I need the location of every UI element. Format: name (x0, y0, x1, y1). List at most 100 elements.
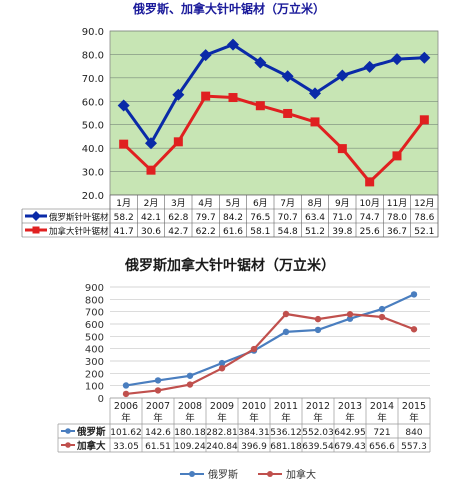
chart2-point (410, 326, 418, 333)
chart1-point (283, 108, 293, 118)
chart1-data-label: 78.6 (414, 213, 434, 223)
chart2-data-label: 33.05 (113, 442, 139, 452)
chart2-legend-label: 俄罗斯 (208, 468, 238, 481)
chart1-point (201, 91, 211, 101)
chart2-data-label: 101.62 (110, 428, 142, 438)
chart2-point (250, 345, 258, 353)
chart1-data-label: 42.7 (168, 227, 188, 237)
chart1-data-label: 61.6 (223, 227, 243, 237)
chart1-x-tick-label: 8月 (308, 198, 323, 209)
chart2-data-label: 639.54 (302, 442, 334, 452)
chart2-y-tick-label: 700 (85, 308, 104, 319)
chart2-series-line-1 (125, 293, 415, 387)
chart2-x-tick-unit: 年 (409, 412, 419, 424)
chart2-table-key-marker (65, 428, 71, 434)
chart1-legend-label: 加拿大针叶锯材 (49, 226, 109, 237)
chart1-data-label: 84.2 (223, 213, 243, 223)
chart2-x-tick-unit: 年 (153, 412, 163, 424)
chart1-data-label: 71.0 (332, 213, 352, 223)
chart2-point (122, 390, 130, 398)
chart1-title: 俄罗斯、加拿大针叶锯材（万立米） (132, 1, 325, 16)
chart1-data-label: 52.1 (414, 227, 434, 237)
chart1-data-label: 54.8 (278, 227, 298, 237)
chart1-point (254, 56, 267, 69)
chart2-point (410, 291, 418, 298)
chart2-point (154, 377, 162, 384)
chart2-table-series-label: 加拿大 (76, 440, 106, 452)
chart1-legend-label: 俄罗斯针叶锯材 (49, 212, 109, 223)
chart2-y-tick-label: 100 (85, 382, 104, 393)
chart1-data-label: 70.7 (278, 213, 298, 223)
chart2-x-tick-unit: 年 (377, 412, 387, 424)
chart2-point (154, 387, 162, 394)
chart2-x-tick-label: 2013 (338, 401, 362, 412)
chart1-x-tick-label: 6月 (253, 198, 268, 209)
chart1-point (418, 51, 431, 64)
chart2-data-label: 384.31 (238, 428, 270, 438)
chart1-data-label: 42.1 (141, 213, 161, 223)
chart2-point (122, 382, 130, 389)
chart2-data-label: 61.51 (145, 442, 171, 452)
chart1-x-tick-label: 1月 (116, 198, 131, 209)
chart2-data-label: 109.24 (174, 442, 206, 452)
chart2-table-series-label: 俄罗斯 (76, 426, 106, 438)
chart2-y-tick-label: 900 (85, 283, 104, 294)
chart2-y-tick-label: 800 (85, 295, 104, 306)
chart2-data-label: 396.9 (241, 442, 267, 452)
chart2-y-tick-label: 200 (85, 369, 104, 380)
chart1-point (173, 137, 183, 147)
chart1-x-tick-label: 9月 (335, 198, 350, 209)
chart1-data-label: 39.8 (332, 227, 352, 237)
chart1-point (309, 87, 321, 100)
chart2-x-tick-label: 2015 (402, 401, 426, 412)
chart1-data-label: 74.7 (360, 213, 380, 223)
chart1-point (310, 117, 320, 127)
chart2-point (218, 365, 226, 372)
chart2-data-label: 552.03 (302, 428, 334, 438)
chart2-data-label: 840 (405, 428, 422, 438)
chart1-point (117, 99, 130, 112)
chart1-x-tick-label: 12月 (414, 198, 434, 209)
chart1-y-tick-label: 50.0 (82, 121, 104, 132)
chart1-point (365, 177, 375, 187)
chart2-legend-marker (267, 471, 273, 477)
chart1-point (255, 101, 265, 111)
chart1-point (227, 38, 239, 51)
chart1-x-tick-label: 7月 (280, 198, 295, 209)
chart2-data-label: 679.43 (334, 442, 366, 452)
chart1-x-tick-label: 4月 (198, 198, 213, 209)
chart2-point (378, 313, 386, 321)
chart1-point (337, 144, 347, 154)
chart1-data-label: 79.7 (196, 213, 216, 223)
chart2-point (346, 311, 354, 318)
chart2-y-tick-label: 0 (98, 394, 104, 405)
chart1-data-label: 41.7 (114, 227, 134, 237)
chart1-point (199, 49, 212, 62)
chart2-data-label: 240.84 (206, 442, 238, 452)
chart2-x-tick-label: 2012 (306, 401, 330, 412)
chart2-point (282, 328, 290, 336)
chart1-point (363, 60, 376, 73)
chart2-x-tick-label: 2011 (274, 401, 298, 412)
chart2-x-tick-unit: 年 (281, 412, 291, 424)
chart1-point (145, 137, 157, 150)
chart1-point (172, 88, 185, 101)
chart2-y-tick-label: 600 (85, 320, 104, 331)
chart2-table-key-marker (65, 442, 71, 448)
chart2-legend-label: 加拿大 (286, 468, 316, 481)
chart2-point (378, 305, 386, 313)
chart1-data-label: 30.6 (141, 227, 161, 237)
chart2-point (314, 315, 322, 323)
chart2-data-label: 721 (373, 428, 390, 438)
chart2-data-label: 557.3 (401, 442, 427, 452)
chart2-data-label: 180.18 (174, 428, 206, 438)
chart1-point (419, 115, 429, 125)
chart2-x-tick-unit: 年 (121, 412, 131, 424)
chart1-point (391, 53, 403, 66)
chart2-point (314, 326, 322, 334)
chart1-x-tick-label: 2月 (144, 198, 159, 209)
chart1-data-label: 36.7 (387, 227, 407, 237)
chart2-y-tick-label: 500 (85, 332, 104, 343)
chart1-x-tick-label: 10月 (359, 198, 379, 209)
